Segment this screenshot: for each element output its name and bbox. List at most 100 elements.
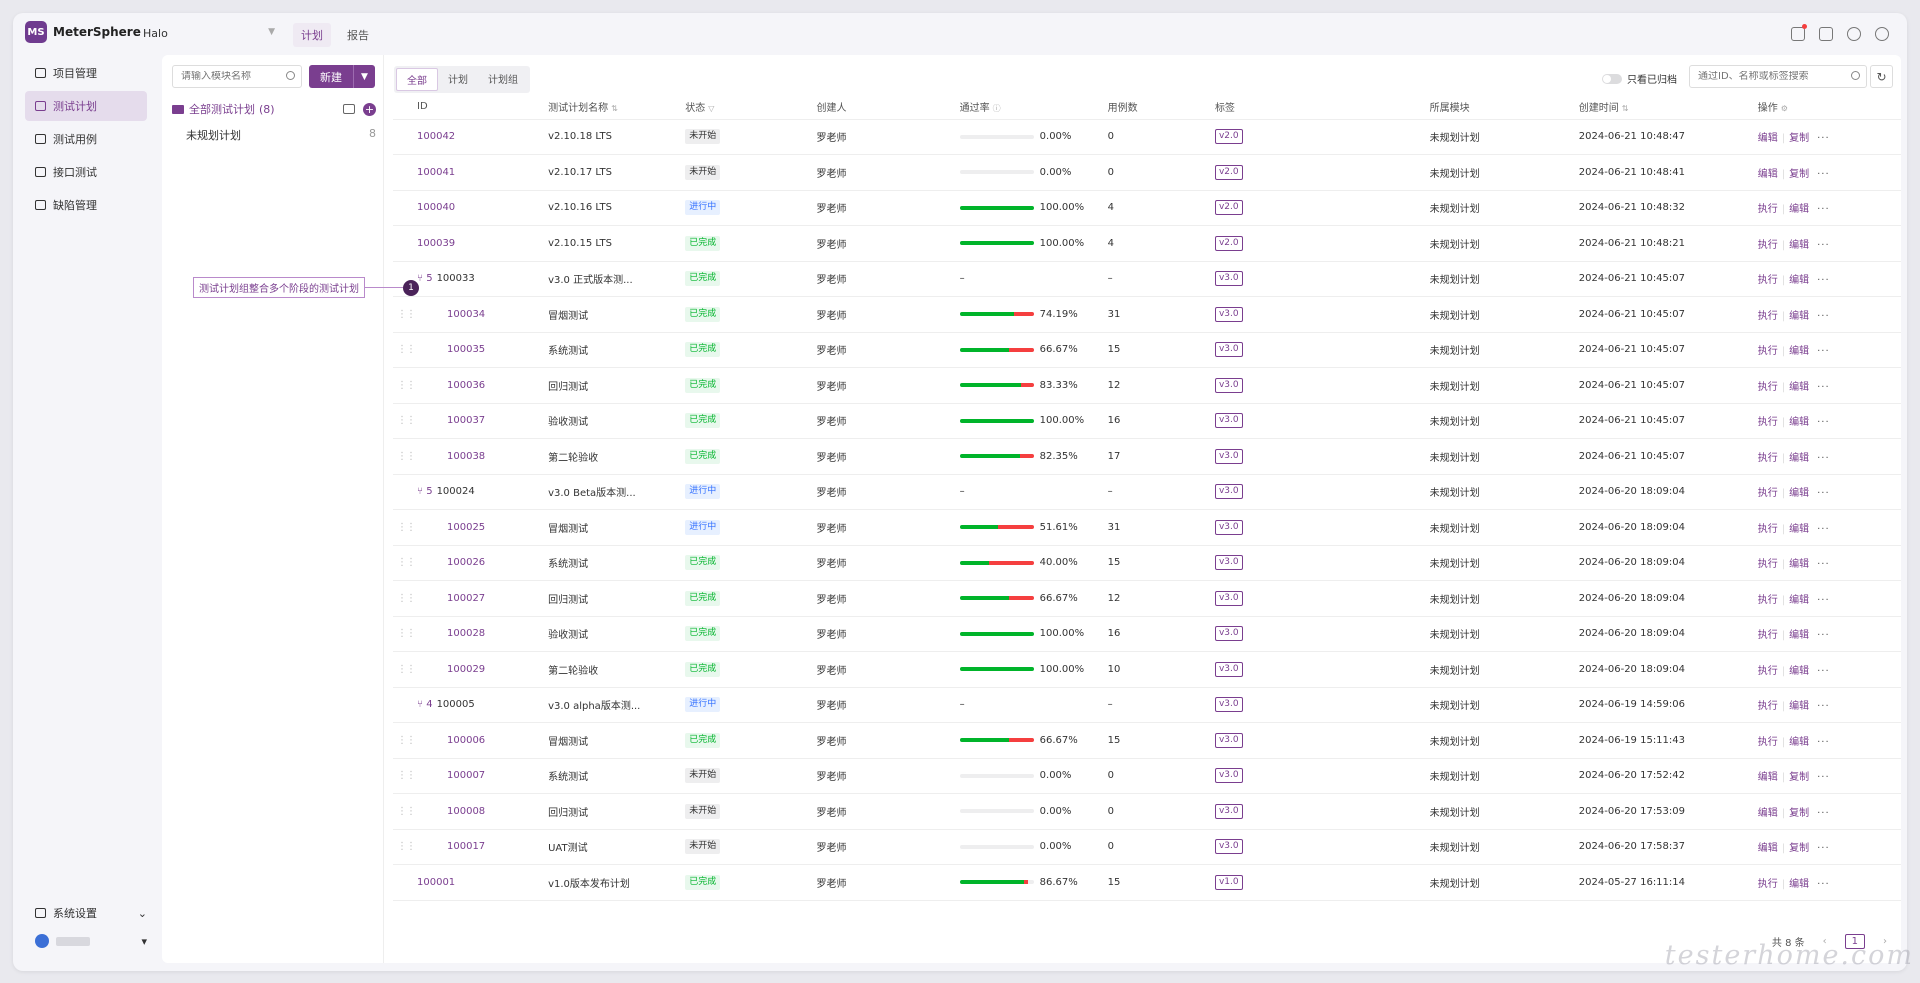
nav-item-api-test[interactable]: 接口测试 bbox=[25, 157, 147, 187]
plan-id-link[interactable]: 100040 bbox=[417, 202, 456, 214]
drag-handle-icon[interactable]: ⋮⋮ bbox=[397, 770, 416, 782]
op-secondary-link[interactable]: 编辑 bbox=[1789, 630, 1810, 642]
sub-plan-row[interactable]: ⋮⋮ 100035 系统测试 已完成 罗老师 66.67% 15 v3.0 未规划计划 2024-… bbox=[393, 332, 1901, 368]
col-created[interactable]: 创建时间 ⇅ bbox=[1578, 95, 1758, 120]
op-primary-link[interactable]: 执行 bbox=[1757, 736, 1778, 748]
app-logo[interactable]: MS MeterSphere bbox=[25, 21, 141, 43]
calendar-icon[interactable] bbox=[1819, 27, 1833, 41]
more-icon[interactable]: ··· bbox=[1817, 381, 1830, 393]
more-icon[interactable]: ··· bbox=[1817, 275, 1830, 287]
help-icon[interactable] bbox=[1847, 27, 1861, 41]
col-name[interactable]: 测试计划名称 ⇅ bbox=[548, 95, 686, 120]
op-secondary-link[interactable]: 编辑 bbox=[1789, 488, 1810, 500]
toggle-switch[interactable] bbox=[1602, 73, 1622, 84]
table-search-input[interactable] bbox=[1698, 71, 1848, 82]
plan-id-link[interactable]: 100029 bbox=[447, 663, 486, 675]
op-primary-link[interactable]: 编辑 bbox=[1757, 843, 1778, 855]
op-primary-link[interactable]: 执行 bbox=[1757, 239, 1778, 251]
sub-plan-row[interactable]: ⋮⋮ 100038 第二轮验收 已完成 罗老师 82.35% 17 v3.0 未规划计划 2024… bbox=[393, 438, 1901, 475]
plan-id-link[interactable]: 100039 bbox=[417, 237, 456, 249]
plan-row[interactable]: 100041 v2.10.17 LTS 未开始 罗老师 0.00% 0 v2.0 未规划计划 2… bbox=[393, 154, 1901, 191]
plan-group-icon[interactable]: ⑂ 4 bbox=[417, 699, 433, 711]
filter-plan[interactable]: 计划 bbox=[448, 75, 468, 86]
refresh-button[interactable]: ↻ bbox=[1870, 65, 1893, 88]
op-secondary-link[interactable]: 编辑 bbox=[1789, 275, 1810, 287]
nav-item-test-case[interactable]: 测试用例 bbox=[25, 124, 147, 154]
more-icon[interactable]: ··· bbox=[1817, 878, 1830, 890]
plan-id-link[interactable]: 100034 bbox=[447, 308, 486, 320]
plan-id-link[interactable]: 100017 bbox=[447, 841, 486, 853]
table-search[interactable] bbox=[1689, 65, 1867, 88]
plan-group-icon[interactable]: ⑂ 5 bbox=[417, 486, 433, 498]
op-primary-link[interactable]: 编辑 bbox=[1757, 168, 1778, 180]
op-secondary-link[interactable]: 复制 bbox=[1789, 133, 1810, 145]
drag-handle-icon[interactable]: ⋮⋮ bbox=[397, 663, 416, 675]
sub-plan-row[interactable]: ⋮⋮ 100025 冒烟测试 进行中 罗老师 51.61% 31 v3.0 未规划计划 2024-… bbox=[393, 509, 1901, 546]
plan-id-link[interactable]: 100001 bbox=[417, 876, 456, 888]
plan-id-link[interactable]: 100008 bbox=[447, 805, 486, 817]
sub-plan-row[interactable]: ⋮⋮ 100028 验收测试 已完成 罗老师 100.00% 16 v3.0 未规划计划 2024… bbox=[393, 616, 1901, 652]
tab-plan[interactable]: 计划 bbox=[293, 23, 331, 47]
op-secondary-link[interactable]: 编辑 bbox=[1789, 381, 1810, 393]
op-secondary-link[interactable]: 编辑 bbox=[1789, 736, 1810, 748]
more-icon[interactable]: ··· bbox=[1817, 346, 1830, 358]
op-secondary-link[interactable]: 编辑 bbox=[1789, 310, 1810, 322]
plan-group-icon[interactable]: ⑂ 5 bbox=[417, 273, 433, 285]
more-icon[interactable]: ··· bbox=[1817, 843, 1830, 855]
op-primary-link[interactable]: 执行 bbox=[1757, 559, 1778, 571]
page-1[interactable]: 1 bbox=[1844, 934, 1865, 949]
op-primary-link[interactable]: 执行 bbox=[1757, 701, 1778, 713]
more-icon[interactable]: ··· bbox=[1817, 807, 1830, 819]
sort-icon[interactable]: ⇅ bbox=[1621, 104, 1629, 114]
op-secondary-link[interactable]: 编辑 bbox=[1789, 594, 1810, 606]
drag-handle-icon[interactable]: ⋮⋮ bbox=[397, 592, 416, 604]
drag-handle-icon[interactable]: ⋮⋮ bbox=[397, 344, 416, 356]
more-icon[interactable]: ··· bbox=[1817, 417, 1830, 429]
archive-toggle[interactable]: 只看已归档 bbox=[1602, 71, 1677, 86]
sort-icon[interactable]: ⇅ bbox=[611, 104, 618, 114]
op-secondary-link[interactable]: 编辑 bbox=[1789, 346, 1810, 358]
filter-all[interactable]: 全部 bbox=[396, 68, 438, 91]
op-primary-link[interactable]: 执行 bbox=[1757, 275, 1778, 287]
tree-node-unplanned[interactable]: 未规划计划 8 bbox=[186, 127, 376, 143]
op-primary-link[interactable]: 执行 bbox=[1757, 523, 1778, 535]
more-icon[interactable]: ··· bbox=[1817, 630, 1830, 642]
new-button[interactable]: 新建 bbox=[309, 65, 353, 88]
sub-plan-row[interactable]: ⋮⋮ 100034 冒烟测试 已完成 罗老师 74.19% 31 v3.0 未规划计划 2024-… bbox=[393, 296, 1901, 333]
plan-id-link[interactable]: 100026 bbox=[447, 557, 486, 569]
op-secondary-link[interactable]: 编辑 bbox=[1789, 239, 1810, 251]
more-icon[interactable]: ··· bbox=[1817, 523, 1830, 535]
drag-handle-icon[interactable]: ⋮⋮ bbox=[397, 415, 416, 427]
drag-handle-icon[interactable]: ⋮⋮ bbox=[397, 379, 416, 391]
op-secondary-link[interactable]: 编辑 bbox=[1789, 417, 1810, 429]
sub-plan-row[interactable]: ⋮⋮ 100037 验收测试 已完成 罗老师 100.00% 16 v3.0 未规划计划 2024… bbox=[393, 403, 1901, 439]
more-icon[interactable]: ··· bbox=[1817, 559, 1830, 571]
plan-id-link[interactable]: 100042 bbox=[417, 131, 456, 143]
plan-id-link[interactable]: 100025 bbox=[447, 521, 486, 533]
more-icon[interactable]: ··· bbox=[1817, 488, 1830, 500]
nav-item-test-plan[interactable]: 测试计划 bbox=[25, 91, 147, 121]
module-search[interactable] bbox=[172, 65, 302, 88]
drag-handle-icon[interactable]: ⋮⋮ bbox=[397, 308, 416, 320]
op-secondary-link[interactable]: 编辑 bbox=[1789, 559, 1810, 571]
add-icon[interactable]: + bbox=[363, 102, 376, 116]
op-primary-link[interactable]: 编辑 bbox=[1757, 807, 1778, 819]
op-primary-link[interactable]: 执行 bbox=[1757, 878, 1778, 890]
col-status[interactable]: 状态 ▽ bbox=[685, 95, 817, 120]
more-icon[interactable]: ··· bbox=[1817, 594, 1830, 606]
more-icon[interactable]: ··· bbox=[1817, 133, 1830, 145]
op-primary-link[interactable]: 编辑 bbox=[1757, 133, 1778, 145]
more-icon[interactable]: ··· bbox=[1817, 772, 1830, 784]
op-primary-link[interactable]: 执行 bbox=[1757, 452, 1778, 464]
op-secondary-link[interactable]: 复制 bbox=[1789, 772, 1810, 784]
sub-plan-row[interactable]: ⋮⋮ 100008 回归测试 未开始 罗老师 0.00% 0 v3.0 未规划计划 2024-06… bbox=[393, 793, 1901, 830]
nav-item-project[interactable]: 项目管理 bbox=[25, 58, 147, 88]
info-icon[interactable]: ⓘ bbox=[992, 104, 1001, 114]
plan-id-link[interactable]: 100007 bbox=[447, 770, 486, 782]
drag-handle-icon[interactable]: ⋮⋮ bbox=[397, 557, 416, 569]
op-primary-link[interactable]: 执行 bbox=[1757, 488, 1778, 500]
system-settings[interactable]: 系统设置 ⌄ bbox=[25, 899, 147, 927]
prev-page-icon[interactable]: ‹ bbox=[1822, 936, 1827, 947]
op-secondary-link[interactable]: 复制 bbox=[1789, 843, 1810, 855]
sub-plan-row[interactable]: ⋮⋮ 100029 第二轮验收 已完成 罗老师 100.00% 10 v3.0 未规划计划 202… bbox=[393, 651, 1901, 688]
